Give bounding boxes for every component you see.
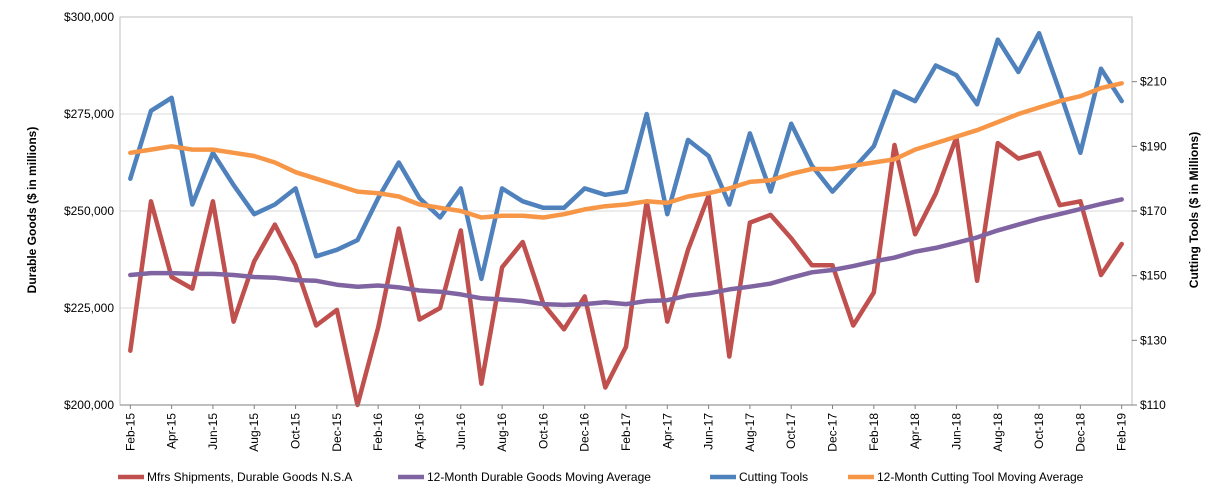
y-axis-right-title: Cutting Tools ($ in Millions) [1187, 132, 1201, 288]
y-left-tick-label: $200,000 [64, 398, 114, 412]
x-tick-label: Jun-15 [206, 413, 220, 450]
x-tick-label: Dec-17 [826, 413, 840, 452]
y-left-tick-label: $275,000 [64, 107, 114, 121]
x-tick-label: Dec-18 [1073, 413, 1087, 452]
y-right-tick-label: $150 [1140, 269, 1167, 283]
x-tick-label: Oct-18 [1032, 413, 1046, 449]
y-axis-right-ticks: $110 $130 $150 $170 $190 $210 [1132, 75, 1167, 412]
y-right-tick-label: $130 [1140, 333, 1167, 347]
legend-label: Mfrs Shipments, Durable Goods N.S.A [147, 470, 352, 484]
x-tick-label: Feb-18 [867, 413, 881, 451]
x-tick-label: Dec-15 [330, 413, 344, 452]
series-layer [128, 30, 1124, 408]
x-axis-ticks: Feb-15 Apr-15 Jun-15 Aug-15 Oct-15 Dec-15 Feb-… [123, 405, 1129, 452]
y-left-tick-label: $300,000 [64, 10, 114, 24]
x-tick-label: Jun-16 [454, 413, 468, 450]
x-tick-label: Apr-18 [908, 413, 922, 449]
x-tick-label: Aug-18 [991, 413, 1005, 452]
legend-label: Cutting Tools [739, 470, 808, 484]
x-tick-label: Apr-16 [413, 413, 427, 449]
legend-label: 12-Month Durable Goods Moving Average [427, 470, 651, 484]
y-axis-left-ticks: $200,000 $225,000 $250,000 $275,000 $300,000 [64, 10, 114, 412]
y-right-tick-label: $170 [1140, 204, 1167, 218]
x-tick-label: Oct-17 [784, 413, 798, 449]
y-right-tick-label: $110 [1140, 398, 1166, 412]
legend: Mfrs Shipments, Durable Goods N.S.A 12-Mo… [118, 470, 1084, 484]
y-right-tick-label: $210 [1140, 75, 1167, 89]
x-tick-label: Feb-15 [123, 413, 137, 451]
x-tick-label: Oct-15 [289, 413, 303, 449]
x-tick-label: Feb-17 [619, 413, 633, 451]
x-tick-label: Aug-17 [743, 413, 757, 452]
y-axis-left-title: Durable Goods ($ in millions) [25, 127, 39, 294]
x-tick-label: Feb-19 [1115, 413, 1129, 451]
x-tick-label: Feb-16 [371, 413, 385, 451]
y-right-tick-label: $190 [1140, 139, 1167, 153]
x-tick-label: Aug-16 [495, 413, 509, 452]
x-tick-label: Apr-15 [165, 413, 179, 449]
x-tick-label: Jun-18 [949, 413, 963, 450]
x-tick-label: Jun-17 [702, 413, 716, 450]
series-line-3 [128, 81, 1124, 220]
series-line-1 [128, 197, 1124, 308]
y-left-tick-label: $250,000 [64, 204, 114, 218]
x-tick-label: Oct-16 [536, 413, 550, 449]
x-tick-label: Aug-15 [247, 413, 261, 452]
y-left-tick-label: $225,000 [64, 301, 114, 315]
series-line-2 [128, 30, 1124, 282]
legend-label: 12-Month Cutting Tool Moving Average [877, 470, 1084, 484]
x-tick-label: Dec-16 [578, 413, 592, 452]
x-tick-label: Apr-17 [660, 413, 674, 449]
